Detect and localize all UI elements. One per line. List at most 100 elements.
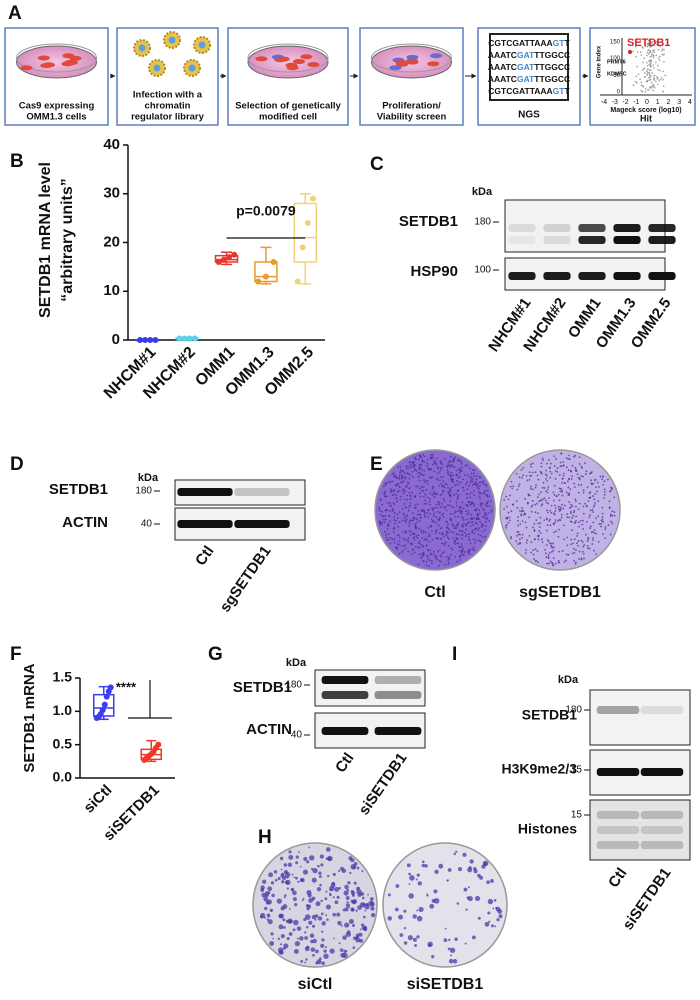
- hit-dot: [645, 54, 648, 57]
- cell-icon: [406, 54, 419, 60]
- colony: [582, 505, 585, 508]
- hit-dot: [635, 55, 637, 58]
- step-text: OMM1.3 cells: [26, 112, 86, 123]
- panel-label: C: [370, 154, 384, 175]
- colony: [442, 480, 445, 483]
- colony: [532, 488, 534, 491]
- colony: [473, 532, 476, 534]
- hit-dot: [650, 59, 652, 61]
- colony: [536, 502, 538, 505]
- colony: [611, 514, 614, 517]
- hit-dot: [652, 64, 655, 66]
- hit-dot: [657, 48, 660, 51]
- hit-dot: [649, 61, 651, 63]
- colony: [332, 872, 336, 877]
- hit-xtick: -2: [622, 99, 628, 106]
- colony: [280, 868, 283, 871]
- colony: [571, 552, 574, 555]
- colony: [548, 562, 550, 565]
- colony: [542, 459, 544, 462]
- hit-dot: [650, 81, 653, 84]
- colony: [600, 525, 602, 528]
- colony: [324, 946, 327, 949]
- colony: [481, 481, 483, 484]
- colony: [344, 884, 349, 890]
- colony: [405, 506, 408, 509]
- colony: [432, 509, 435, 512]
- cell-icon: [37, 55, 50, 61]
- colony: [426, 538, 428, 541]
- colony: [439, 506, 442, 509]
- colony: [457, 523, 459, 526]
- colony: [408, 491, 411, 494]
- colony: [506, 505, 508, 508]
- hit-dot: [659, 55, 661, 58]
- panel-label: H: [258, 827, 272, 848]
- colony: [306, 907, 310, 911]
- colony: [571, 505, 574, 508]
- colony: [337, 920, 342, 926]
- colony: [448, 958, 454, 964]
- colony: [509, 485, 512, 488]
- data-point: [107, 684, 114, 691]
- colony: [484, 511, 487, 514]
- colony: [465, 523, 468, 525]
- colony: [528, 534, 531, 537]
- colony: [397, 525, 400, 528]
- colony: [586, 504, 589, 507]
- colony: [404, 491, 406, 493]
- colony: [288, 919, 293, 924]
- colony: [338, 869, 341, 872]
- colony: [474, 895, 481, 902]
- hit-dot: [662, 54, 664, 56]
- colony: [497, 909, 503, 914]
- colony: [547, 511, 549, 514]
- colony: [572, 514, 575, 517]
- colony: [587, 536, 589, 539]
- colony: [445, 556, 448, 558]
- colony: [536, 561, 539, 564]
- colony: [419, 466, 422, 469]
- colony: [613, 496, 616, 499]
- colony: [266, 913, 271, 918]
- colony: [458, 471, 461, 474]
- colony: [465, 528, 467, 531]
- colony: [416, 909, 419, 912]
- size-marker: 180: [474, 217, 491, 228]
- colony: [571, 529, 573, 532]
- colony: [530, 505, 533, 508]
- colony: [407, 550, 410, 553]
- colony: [546, 529, 548, 532]
- colony: [560, 465, 563, 467]
- colony: [459, 469, 462, 472]
- colony: [546, 539, 549, 542]
- colony: [469, 496, 472, 499]
- colony: [409, 875, 415, 881]
- colony: [566, 536, 569, 539]
- colony: [473, 469, 476, 472]
- colony: [463, 489, 465, 492]
- colony: [321, 938, 325, 942]
- colony: [314, 949, 319, 954]
- colony: [402, 476, 405, 479]
- colony: [554, 510, 557, 513]
- hit-dot: [641, 46, 644, 48]
- colony: [398, 511, 401, 514]
- colony: [544, 552, 547, 555]
- colony: [351, 900, 356, 905]
- colony: [482, 515, 485, 518]
- colony: [594, 501, 596, 504]
- kda-label: kDa: [558, 674, 579, 686]
- colony: [465, 908, 468, 911]
- colony: [517, 519, 519, 522]
- colony: [571, 517, 574, 519]
- colony: [471, 531, 474, 534]
- colony: [523, 512, 526, 515]
- colony: [415, 458, 417, 461]
- colony: [441, 552, 444, 554]
- colony: [549, 518, 552, 521]
- hit-dot: [641, 69, 644, 71]
- colony: [448, 461, 451, 464]
- colony: [355, 909, 358, 912]
